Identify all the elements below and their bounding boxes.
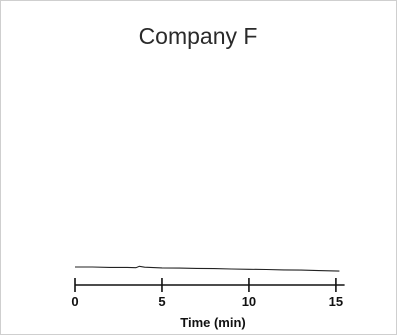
plot-area — [75, 265, 340, 272]
chart-title: Company F — [139, 23, 258, 49]
x-tick-label: 10 — [242, 294, 256, 309]
x-axis-label: Time (min) — [180, 315, 246, 330]
x-tick-label: 5 — [158, 294, 165, 309]
x-tick-label: 15 — [329, 294, 343, 309]
x-tick-label: 0 — [71, 294, 78, 309]
series-line — [75, 265, 340, 272]
x-axis-ticks: 0 5 10 15 — [71, 278, 343, 309]
